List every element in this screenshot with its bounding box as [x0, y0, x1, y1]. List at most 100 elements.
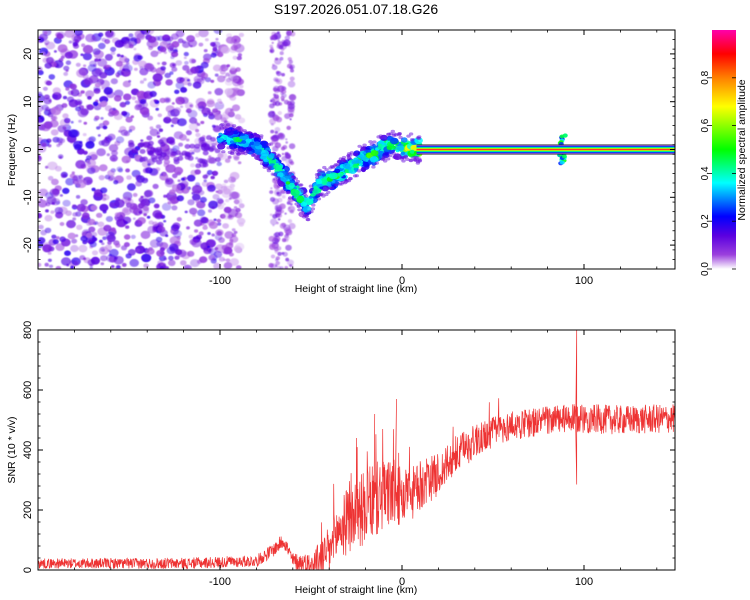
noise-blob [77, 108, 89, 118]
noise-blob [190, 69, 194, 72]
noise-blob [237, 53, 242, 57]
noise-blob [269, 213, 273, 217]
noise-blob [274, 127, 281, 133]
y-tick-label: 20 [22, 48, 34, 60]
noise-blob [149, 128, 159, 137]
noise-blob [213, 171, 218, 176]
ridge-halo [250, 153, 256, 157]
noise-blob [224, 158, 231, 163]
noise-blob [219, 69, 226, 75]
noise-blob [89, 266, 93, 269]
noise-blob [274, 250, 279, 254]
noise-blob [78, 119, 82, 123]
noise-blob [210, 42, 216, 47]
noise-blob [195, 163, 202, 169]
noise-blob [134, 100, 139, 104]
noise-blob [185, 266, 190, 269]
ridge-halo [408, 158, 413, 162]
noise-blob [141, 156, 148, 162]
noise-blob [104, 105, 112, 112]
ridge-blob [319, 186, 324, 190]
noise-blob [70, 88, 80, 97]
noise-blob [285, 244, 292, 251]
ridge-halo [334, 183, 339, 187]
noise-blob [225, 198, 230, 203]
noise-blob [287, 205, 296, 213]
noise-blob [82, 212, 90, 219]
noise-blob [87, 167, 96, 175]
ridge-halo [259, 161, 265, 166]
noise-blob [160, 262, 164, 266]
noise-blob [268, 235, 275, 242]
ridge-blob [321, 173, 326, 177]
noise-blob [214, 88, 224, 96]
noise-blob [224, 107, 235, 116]
noise-blob [205, 38, 209, 42]
noise-blob [186, 35, 196, 43]
noise-blob [92, 48, 101, 55]
noise-blob [172, 145, 180, 152]
noise-blob [189, 143, 196, 149]
ridge-halo [229, 151, 234, 155]
noise-blob [45, 41, 56, 50]
noise-blob [55, 236, 60, 240]
noise-blob [191, 59, 197, 64]
noise-blob [53, 60, 64, 69]
ridge-halo [272, 173, 278, 177]
noise-blob [270, 49, 273, 53]
noise-blob [131, 96, 137, 100]
ridge-halo [374, 161, 379, 165]
noise-blob [223, 179, 229, 184]
noise-blob [50, 129, 59, 136]
noise-blob [184, 102, 194, 110]
noise-blob [147, 36, 157, 43]
ridge-halo [406, 134, 411, 138]
noise-blob [187, 199, 195, 206]
noise-blob [186, 68, 195, 76]
noise-blob [274, 204, 278, 208]
noise-blob [220, 46, 230, 54]
noise-blob [63, 117, 71, 124]
ridge-halo [410, 138, 415, 142]
noise-blob [177, 179, 181, 182]
noise-blob [159, 41, 169, 49]
noise-blob [96, 212, 103, 218]
ridge-halo [231, 127, 237, 131]
noise-blob [270, 187, 273, 190]
noise-blob [43, 97, 52, 105]
blip-blob [561, 154, 567, 159]
noise-blob [53, 50, 57, 53]
ridge-halo [398, 135, 403, 140]
noise-blob [109, 248, 119, 257]
noise-blob [44, 262, 49, 267]
noise-blob [281, 48, 285, 51]
ridge-halo [356, 169, 362, 173]
noise-blob [128, 129, 133, 133]
noise-blob [212, 124, 216, 128]
noise-blob [78, 244, 88, 253]
noise-blob [208, 200, 219, 209]
noise-blob [98, 140, 105, 146]
ridge-blob [285, 181, 291, 185]
noise-blob [156, 213, 163, 219]
noise-blob [180, 105, 184, 108]
noise-blob [161, 202, 172, 211]
noise-blob [175, 150, 181, 156]
noise-blob [208, 209, 212, 213]
noise-blob [222, 223, 230, 229]
noise-blob [186, 78, 190, 82]
ridge-halo [232, 147, 238, 152]
noise-blob [110, 78, 118, 85]
spectrogram-x-label: Height of straight line (km) [295, 283, 418, 295]
ridge-halo [219, 123, 224, 127]
noise-blob [38, 118, 42, 124]
noise-blob [230, 44, 238, 51]
ridge-halo [236, 152, 241, 156]
noise-blob [143, 190, 152, 198]
noise-blob [39, 198, 43, 201]
noise-blob [110, 227, 116, 232]
noise-blob [123, 93, 132, 101]
noise-blob [147, 163, 151, 167]
noise-blob [62, 113, 69, 119]
